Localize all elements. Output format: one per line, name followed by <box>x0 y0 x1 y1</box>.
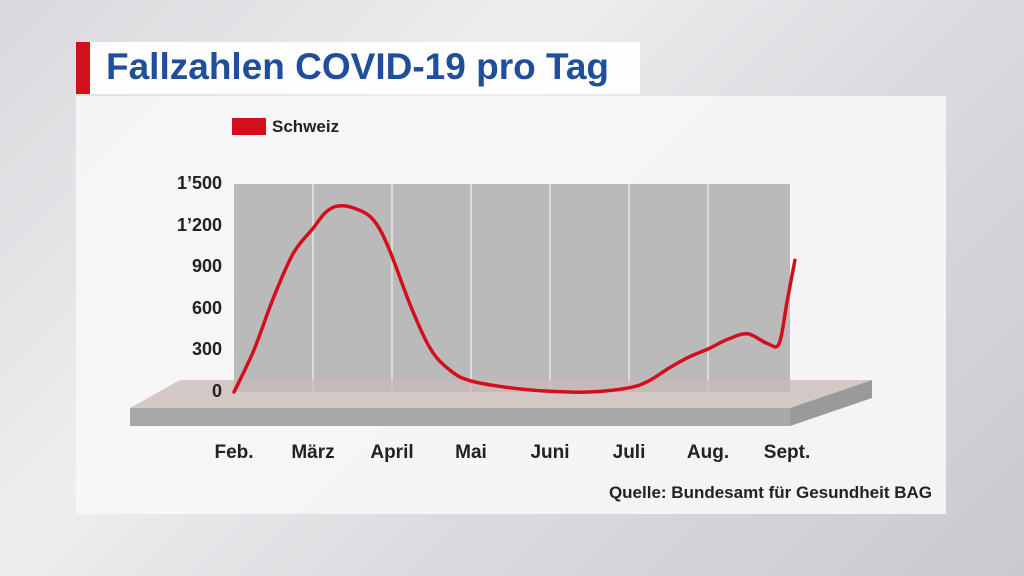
x-tick-label: Sept. <box>763 442 811 463</box>
title-accent-bar <box>76 42 90 94</box>
y-tick-label: 300 <box>191 339 222 360</box>
x-tick-label: Mai <box>455 442 487 463</box>
x-tick-label: Feb. <box>214 442 254 463</box>
y-tick-label: 1’500 <box>176 173 222 193</box>
y-tick-label: 600 <box>191 297 222 318</box>
x-tick-label: Aug. <box>686 442 730 463</box>
x-tick-label: Juni <box>530 442 570 463</box>
y-tick-label: 0 <box>211 381 222 401</box>
source-note: Quelle: Bundesamt für Gesundheit BAG <box>608 483 932 502</box>
title-box: Fallzahlen COVID-19 pro Tag <box>76 42 640 94</box>
legend-label-schweiz: Schweiz <box>272 117 340 136</box>
y-tick-label: 900 <box>191 256 222 277</box>
plot-area <box>234 184 790 392</box>
page-title: Fallzahlen COVID-19 pro Tag <box>106 46 610 87</box>
floor-front <box>130 408 790 426</box>
y-tick-label: 1’200 <box>176 214 222 235</box>
x-tick-label: März <box>291 442 335 463</box>
x-tick-label: Juli <box>612 442 646 463</box>
legend-swatch-schweiz <box>232 118 266 135</box>
series-line-schweiz <box>232 203 797 394</box>
floor-side <box>790 380 872 426</box>
floor-top <box>130 380 872 408</box>
x-tick-label: April <box>370 442 414 463</box>
